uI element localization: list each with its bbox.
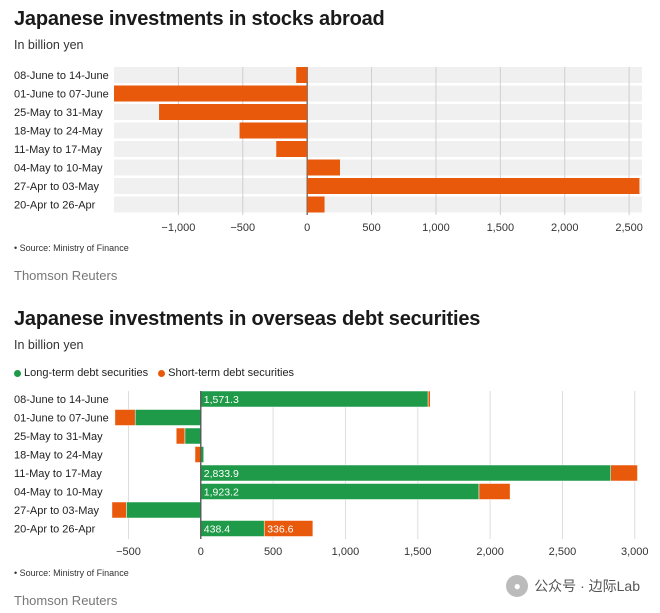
bar-short-term	[610, 464, 638, 482]
legend-dot-short-term	[158, 369, 166, 377]
tick-label: 500	[264, 546, 282, 558]
data-label: −453.6	[204, 413, 237, 425]
category-label: 27-Apr to 03-May	[14, 505, 99, 517]
data-label: 438.4	[204, 524, 230, 536]
legend-dot-long-term	[14, 369, 21, 377]
category-label: 20-Apr to 26-Apr	[14, 200, 96, 212]
bar-short-term	[111, 501, 127, 519]
category-label: 04-May to 10-May	[14, 163, 103, 175]
bar	[307, 178, 640, 194]
chart2-plot: 08-June to 14-June 1,571.3 01-June to 07-J…	[14, 390, 649, 558]
chart2-source: • Source: Ministry of Finance	[14, 568, 129, 578]
bar-long-term	[134, 409, 202, 426]
watermark: ● 公众号 · 边际Lab	[506, 575, 640, 597]
category-label: 01-June to 07-June	[14, 413, 109, 425]
tick-label: 0	[304, 222, 310, 234]
tick-label: −500	[230, 222, 255, 234]
wechat-icon: ●	[506, 575, 529, 597]
bar-short-term	[427, 390, 431, 408]
tick-label: 500	[362, 222, 380, 234]
category-label: 25-May to 31-May	[14, 431, 103, 443]
bar	[114, 85, 308, 102]
tick-label: 1,000	[332, 546, 360, 558]
bar-long-term	[200, 464, 611, 482]
tick-label: 0	[198, 546, 204, 558]
chart2-credit: Thomson Reuters	[14, 593, 118, 608]
category-label: 11-May to 17-May	[14, 468, 102, 480]
tick-label: 2,500	[615, 222, 643, 234]
legend-item-long-term: Long-term debt securities	[14, 367, 148, 379]
chart1-plot: 08-June to 14-June 01-June to 07-June 25-M…	[14, 67, 643, 234]
chart2-title: Japanese investments in overseas debt se…	[14, 308, 481, 330]
bar-long-term	[184, 427, 202, 445]
tick-label: 2,500	[549, 546, 577, 558]
bar-long-term	[200, 483, 480, 500]
bar-long-term	[126, 501, 202, 519]
bar	[159, 104, 308, 120]
data-label: 1,571.3	[204, 394, 239, 406]
legend-label-long-term: Long-term debt securities	[24, 367, 149, 379]
category-label: 11-May to 17-May	[14, 144, 102, 156]
watermark-text: 公众号 · 边际Lab	[534, 578, 640, 594]
tick-label: 3,000	[621, 546, 649, 558]
category-label: 27-Apr to 03-May	[14, 181, 99, 193]
category-label: 18-May to 24-May	[14, 450, 103, 462]
category-label: 25-May to 31-May	[14, 107, 103, 119]
category-label: 04-May to 10-May	[14, 487, 103, 499]
tick-label: 2,000	[551, 222, 579, 234]
bar-short-term	[478, 483, 511, 500]
data-label: 336.6	[267, 524, 293, 536]
bar	[307, 159, 341, 176]
category-label: 01-June to 07-June	[14, 89, 109, 101]
data-label: 1,923.2	[204, 487, 239, 499]
bar-short-term	[194, 446, 202, 463]
chart1-subtitle: In billion yen	[14, 38, 84, 52]
row-background	[114, 159, 642, 176]
chart1-title: Japanese investments in stocks abroad	[14, 8, 385, 30]
category-label: 18-May to 24-May	[14, 126, 103, 138]
tick-label: 1,500	[487, 222, 515, 234]
bar-short-term	[114, 409, 136, 426]
row-background	[114, 141, 642, 157]
tick-label: −500	[116, 546, 141, 558]
tick-label: −1,000	[161, 222, 195, 234]
tick-label: 1,000	[422, 222, 450, 234]
chart1-source: • Source: Ministry of Finance	[14, 243, 129, 253]
bar	[276, 141, 308, 157]
data-label: −514.2	[204, 505, 237, 517]
chart1-credit: Thomson Reuters	[14, 268, 118, 283]
chart2-subtitle: In billion yen	[14, 338, 84, 352]
chart2-legend: Long-term debt securities Short-term deb…	[14, 367, 294, 379]
category-label: 20-Apr to 26-Apr	[14, 524, 96, 536]
row-background	[114, 67, 642, 83]
tick-label: 1,500	[404, 546, 432, 558]
bar-short-term	[175, 427, 186, 445]
data-label: 2,833.9	[204, 468, 239, 480]
bar	[307, 196, 325, 213]
category-label: 08-June to 14-June	[14, 394, 109, 406]
row-background	[114, 196, 642, 213]
bar-short-term	[263, 520, 314, 537]
bar	[239, 122, 308, 139]
row-background	[114, 122, 642, 139]
bar	[296, 67, 308, 83]
tick-label: 2,000	[476, 546, 504, 558]
legend-label-short-term: Short-term debt securities	[168, 367, 295, 379]
legend-item-short-term: Short-term debt securities	[158, 367, 294, 379]
category-label: 08-June to 14-June	[14, 70, 109, 82]
